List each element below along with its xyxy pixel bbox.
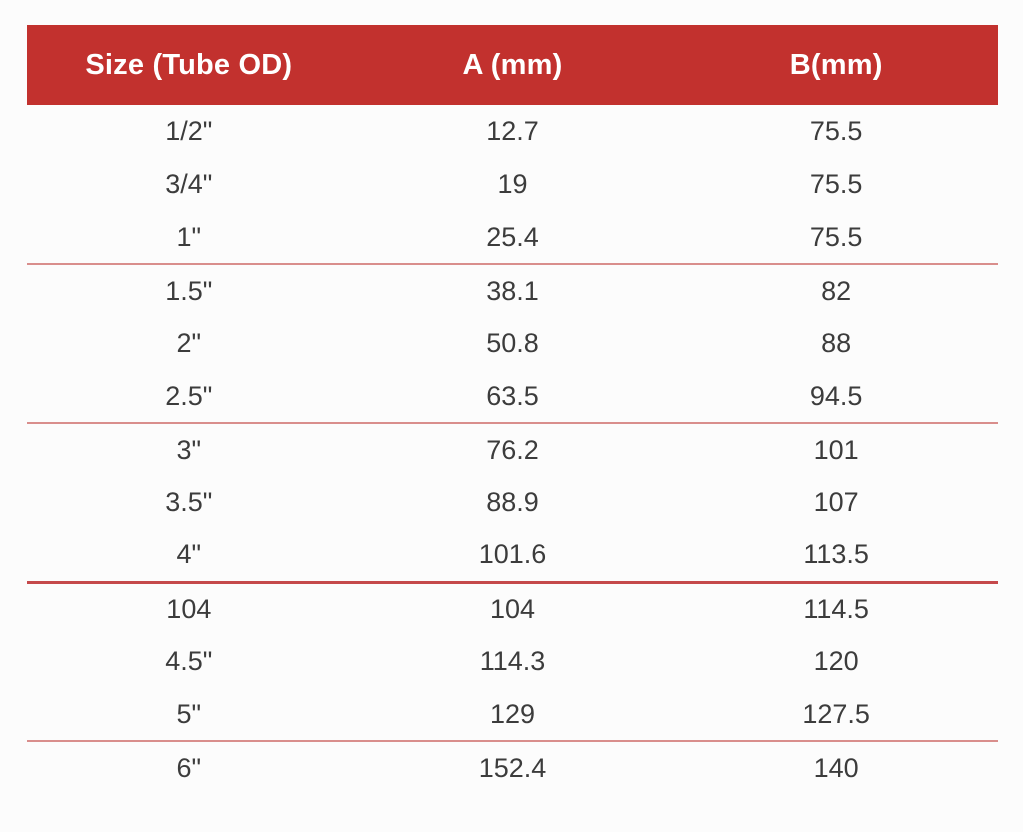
table-row: 2.5" 63.5 94.5 xyxy=(27,370,998,424)
table-row: 1" 25.4 75.5 xyxy=(27,211,998,265)
column-header-b-mm: B(mm) xyxy=(674,25,998,105)
cell-size: 3/4" xyxy=(165,169,213,199)
table-row: 3" 76.2 101 xyxy=(27,423,998,476)
cell-b-mm: 113.5 xyxy=(674,529,998,584)
cell-b-mm: 82 xyxy=(821,275,852,306)
table-header: Size (Tube OD) A (mm) B(mm) xyxy=(27,25,998,105)
cell-size: 3.5" xyxy=(165,487,213,517)
cell-a-mm: 114.3 xyxy=(479,646,546,676)
cell-b-mm: 101 xyxy=(813,434,859,465)
cell-size: 104 xyxy=(166,593,212,624)
cell-a-mm: 63.5 xyxy=(350,370,675,424)
table-row: 3/4" 19 75.5 xyxy=(27,158,998,211)
table-row: 104 104 114.5 xyxy=(27,582,998,635)
cell-size: 3" xyxy=(176,434,202,465)
cell-b-mm: 140 xyxy=(813,752,859,783)
table-row: 6" 152.4 140 xyxy=(27,741,998,794)
cell-b-mm: 107 xyxy=(813,487,859,517)
cell-a-mm: 76.2 xyxy=(486,434,539,465)
cell-a-mm: 38.1 xyxy=(486,275,539,306)
table-row: 3.5" 88.9 107 xyxy=(27,476,998,529)
cell-size: 4" xyxy=(27,529,351,584)
cell-a-mm: 88.9 xyxy=(486,487,539,517)
cell-a-mm: 101.6 xyxy=(350,529,675,584)
column-header-a-mm: A (mm) xyxy=(350,25,675,105)
cell-b-mm: 75.5 xyxy=(809,169,863,199)
table-row: 4.5" 114.3 120 xyxy=(27,635,998,688)
table-row: 2" 50.8 88 xyxy=(27,317,998,370)
cell-size: 1.5" xyxy=(165,275,213,306)
table-header-row: Size (Tube OD) A (mm) B(mm) xyxy=(27,25,998,105)
cell-a-mm: 25.4 xyxy=(350,211,675,265)
cell-size: 4.5" xyxy=(165,646,213,676)
tube-dimensions-table-container: Size (Tube OD) A (mm) B(mm) 1/2" 12.7 75.5… xyxy=(27,25,998,794)
cell-size: 1/2" xyxy=(165,116,213,146)
cell-size: 2.5" xyxy=(27,370,351,424)
table-body: 1/2" 12.7 75.5 3/4" 19 75.5 1" 25.4 75.5 1.5" 38.1… xyxy=(27,105,998,794)
cell-size: 2" xyxy=(176,328,202,358)
cell-size: 5" xyxy=(27,688,351,742)
cell-a-mm: 12.7 xyxy=(486,116,539,146)
table-row: 1/2" 12.7 75.5 xyxy=(27,105,998,158)
cell-b-mm: 120 xyxy=(813,646,859,676)
table-row: 1.5" 38.1 82 xyxy=(27,264,998,317)
cell-a-mm: 129 xyxy=(350,688,675,742)
cell-b-mm: 114.5 xyxy=(803,593,869,624)
table-row: 4" 101.6 113.5 xyxy=(27,529,998,584)
cell-a-mm: 50.8 xyxy=(486,328,539,358)
cell-size: 1" xyxy=(27,211,351,265)
table-row: 5" 129 127.5 xyxy=(27,688,998,742)
cell-size: 6" xyxy=(176,752,202,783)
cell-b-mm: 94.5 xyxy=(674,370,998,424)
cell-a-mm: 104 xyxy=(489,593,536,624)
cell-b-mm: 88 xyxy=(821,328,852,358)
cell-b-mm: 127.5 xyxy=(674,688,998,742)
tube-dimensions-table: Size (Tube OD) A (mm) B(mm) 1/2" 12.7 75.5… xyxy=(27,25,998,794)
cell-b-mm: 75.5 xyxy=(809,116,863,146)
cell-a-mm: 152.4 xyxy=(478,752,547,783)
cell-b-mm: 75.5 xyxy=(674,211,998,265)
cell-a-mm: 19 xyxy=(497,169,528,199)
column-header-size: Size (Tube OD) xyxy=(27,25,351,105)
